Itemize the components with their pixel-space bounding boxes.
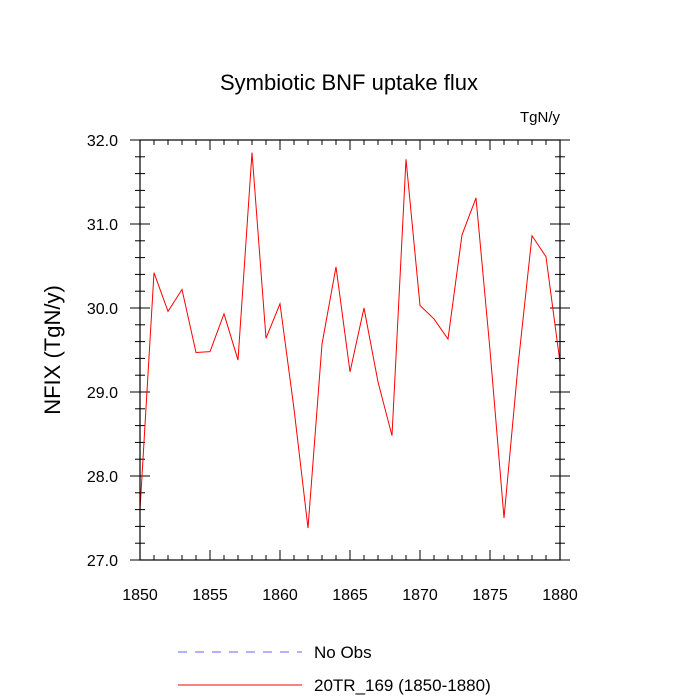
y-tick-label: 32.0 xyxy=(87,133,118,150)
x-tick-label: 1860 xyxy=(262,587,298,604)
y-tick-label: 28.0 xyxy=(87,469,118,486)
plot-frame xyxy=(139,139,561,561)
x-tick-label: 1855 xyxy=(192,587,228,604)
y-tick-label: 30.0 xyxy=(87,301,118,318)
legend-label: 20TR_169 (1850-1880) xyxy=(314,676,491,695)
chart-title: Symbiotic BNF uptake flux xyxy=(220,70,478,95)
y-tick-label: 27.0 xyxy=(87,553,118,570)
x-tick-label: 1880 xyxy=(542,587,578,604)
legend-label: No Obs xyxy=(314,643,372,662)
units-label: TgN/y xyxy=(520,109,561,126)
x-tick-label: 1875 xyxy=(472,587,508,604)
x-tick-label: 1870 xyxy=(402,587,438,604)
x-tick-label: 1865 xyxy=(332,587,368,604)
y-tick-label: 31.0 xyxy=(87,217,118,234)
y-axis-label: NFIX (TgN/y) xyxy=(40,285,65,415)
series-line xyxy=(139,152,561,529)
y-tick-label: 29.0 xyxy=(87,385,118,402)
x-tick-label: 1850 xyxy=(122,587,158,604)
